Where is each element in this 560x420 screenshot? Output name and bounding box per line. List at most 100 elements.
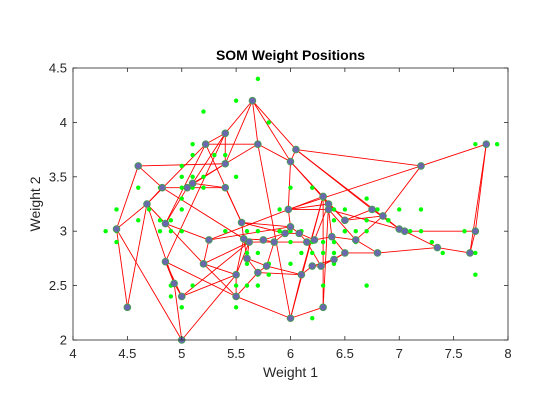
neuron-link bbox=[469, 144, 487, 254]
data-point bbox=[277, 207, 282, 212]
data-point bbox=[310, 250, 315, 256]
neuron-point bbox=[324, 205, 333, 214]
data-point bbox=[266, 272, 271, 277]
x-axis-label: Weight 1 bbox=[263, 364, 318, 380]
neuron-point bbox=[183, 183, 191, 192]
neuron-link bbox=[235, 296, 291, 319]
data-point bbox=[288, 185, 293, 190]
data-point bbox=[233, 283, 239, 288]
neuron-link bbox=[224, 100, 253, 134]
neuron-link bbox=[328, 209, 357, 241]
neuron-point bbox=[319, 303, 327, 312]
neuron-point bbox=[297, 270, 306, 279]
data-point bbox=[233, 98, 239, 103]
neuron-link bbox=[203, 239, 210, 264]
neuron-point bbox=[170, 279, 178, 288]
neuron-link bbox=[126, 203, 148, 308]
neuron-link bbox=[322, 203, 330, 308]
data-point bbox=[136, 218, 141, 223]
y-tick-label: 2 bbox=[60, 333, 67, 348]
data-point bbox=[429, 239, 435, 245]
neuron-point bbox=[259, 236, 268, 244]
neuron-link bbox=[437, 247, 471, 254]
neuron-link bbox=[192, 163, 226, 184]
data-point bbox=[201, 109, 206, 114]
neuron-link bbox=[328, 209, 333, 237]
neuron-point bbox=[303, 238, 311, 246]
y-tick-label: 3 bbox=[60, 224, 67, 239]
neuron-point bbox=[351, 236, 360, 244]
neuron-point bbox=[330, 255, 338, 264]
data-point bbox=[179, 163, 184, 169]
neuron-link bbox=[208, 195, 324, 241]
neuron-point bbox=[373, 249, 382, 257]
neuron-point bbox=[368, 205, 376, 214]
data-point bbox=[201, 185, 206, 190]
neuron-point bbox=[221, 129, 230, 138]
data-point bbox=[462, 229, 467, 234]
data-point bbox=[223, 152, 228, 158]
neuron-point bbox=[317, 262, 325, 270]
neuron-link bbox=[290, 306, 324, 319]
data-point bbox=[320, 250, 326, 256]
data-point bbox=[473, 141, 478, 147]
neuron-point bbox=[308, 262, 317, 270]
neuron-link bbox=[181, 274, 237, 297]
neuron-link bbox=[257, 143, 291, 162]
data-point bbox=[375, 207, 380, 212]
data-point bbox=[320, 239, 326, 245]
data-point bbox=[266, 120, 271, 125]
neuron-link bbox=[165, 143, 207, 224]
neuron-link bbox=[235, 238, 245, 275]
data-point bbox=[331, 239, 337, 245]
neuron-link bbox=[355, 239, 378, 254]
neuron-point bbox=[239, 235, 248, 243]
y-tick-label: 3.5 bbox=[49, 169, 67, 184]
y-tick-label: 2.5 bbox=[49, 278, 67, 293]
neuron-point bbox=[232, 270, 240, 279]
neuron-point bbox=[161, 219, 170, 228]
data-point bbox=[364, 283, 369, 288]
neuron-link bbox=[146, 143, 206, 205]
neuron-point bbox=[292, 145, 300, 154]
neuron-point bbox=[245, 238, 253, 246]
neuron-link bbox=[225, 143, 259, 165]
neuron-link bbox=[116, 228, 183, 341]
neuron-point bbox=[221, 159, 230, 168]
neuron-links bbox=[116, 100, 487, 341]
data-point bbox=[255, 283, 261, 288]
data-point bbox=[418, 207, 424, 212]
neuron-link bbox=[257, 144, 291, 319]
data-point bbox=[407, 229, 413, 234]
neuron-point bbox=[188, 179, 197, 188]
data-point bbox=[168, 294, 174, 299]
neuron-point bbox=[466, 249, 474, 257]
neuron-point bbox=[286, 314, 295, 323]
neuron-link bbox=[116, 203, 148, 230]
neuron-link bbox=[328, 209, 400, 230]
x-tick-label: 7.5 bbox=[445, 346, 463, 361]
neuron-point bbox=[379, 212, 387, 220]
neuron-point bbox=[161, 257, 170, 266]
data-point bbox=[244, 229, 250, 234]
data-point bbox=[157, 229, 163, 234]
x-tick-label: 6.5 bbox=[336, 346, 354, 361]
neuron-point bbox=[482, 140, 491, 148]
neuron-link bbox=[165, 261, 237, 297]
neuron-point bbox=[286, 223, 295, 231]
neuron-point bbox=[123, 303, 132, 312]
data-point bbox=[223, 229, 228, 234]
neuron-point bbox=[158, 183, 166, 192]
neuron-link bbox=[288, 203, 329, 210]
neuron-link bbox=[295, 149, 422, 167]
data-point bbox=[190, 174, 195, 179]
data-point bbox=[255, 76, 261, 82]
neuron-link bbox=[224, 187, 242, 223]
y-axis-ticks: 2 2.5 3 3.5 4 4.5 bbox=[49, 61, 508, 348]
y-tick-label: 4.5 bbox=[49, 61, 67, 76]
neuron-point bbox=[143, 200, 151, 208]
neuron-link bbox=[266, 265, 302, 276]
neuron-link bbox=[287, 161, 291, 210]
data-point bbox=[233, 305, 239, 310]
